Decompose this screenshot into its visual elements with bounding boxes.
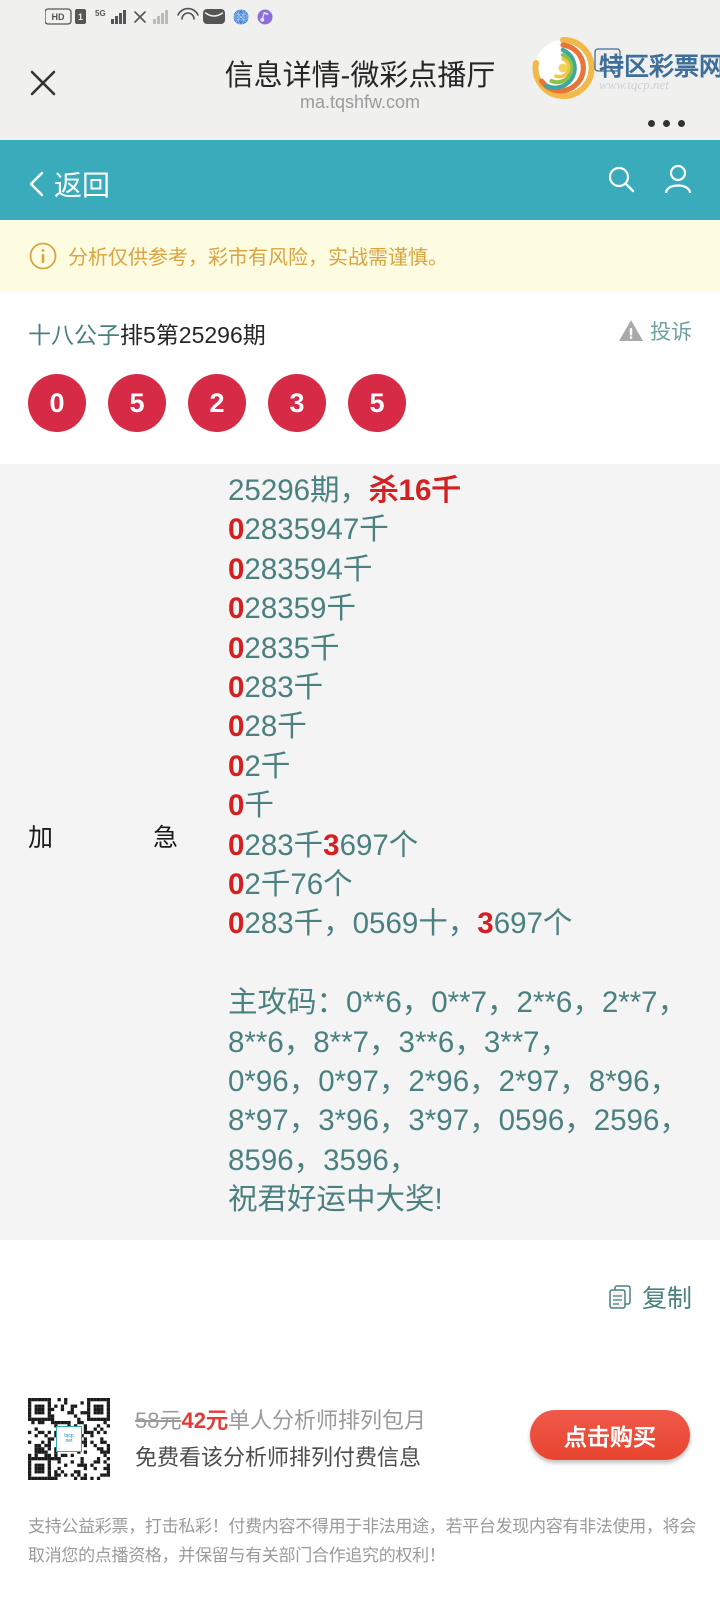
svg-text:1: 1 (78, 12, 83, 22)
svg-text:www.tqcp.net: www.tqcp.net (599, 77, 669, 92)
svg-text:HD: HD (52, 12, 65, 22)
svg-text:5G: 5G (95, 9, 106, 18)
